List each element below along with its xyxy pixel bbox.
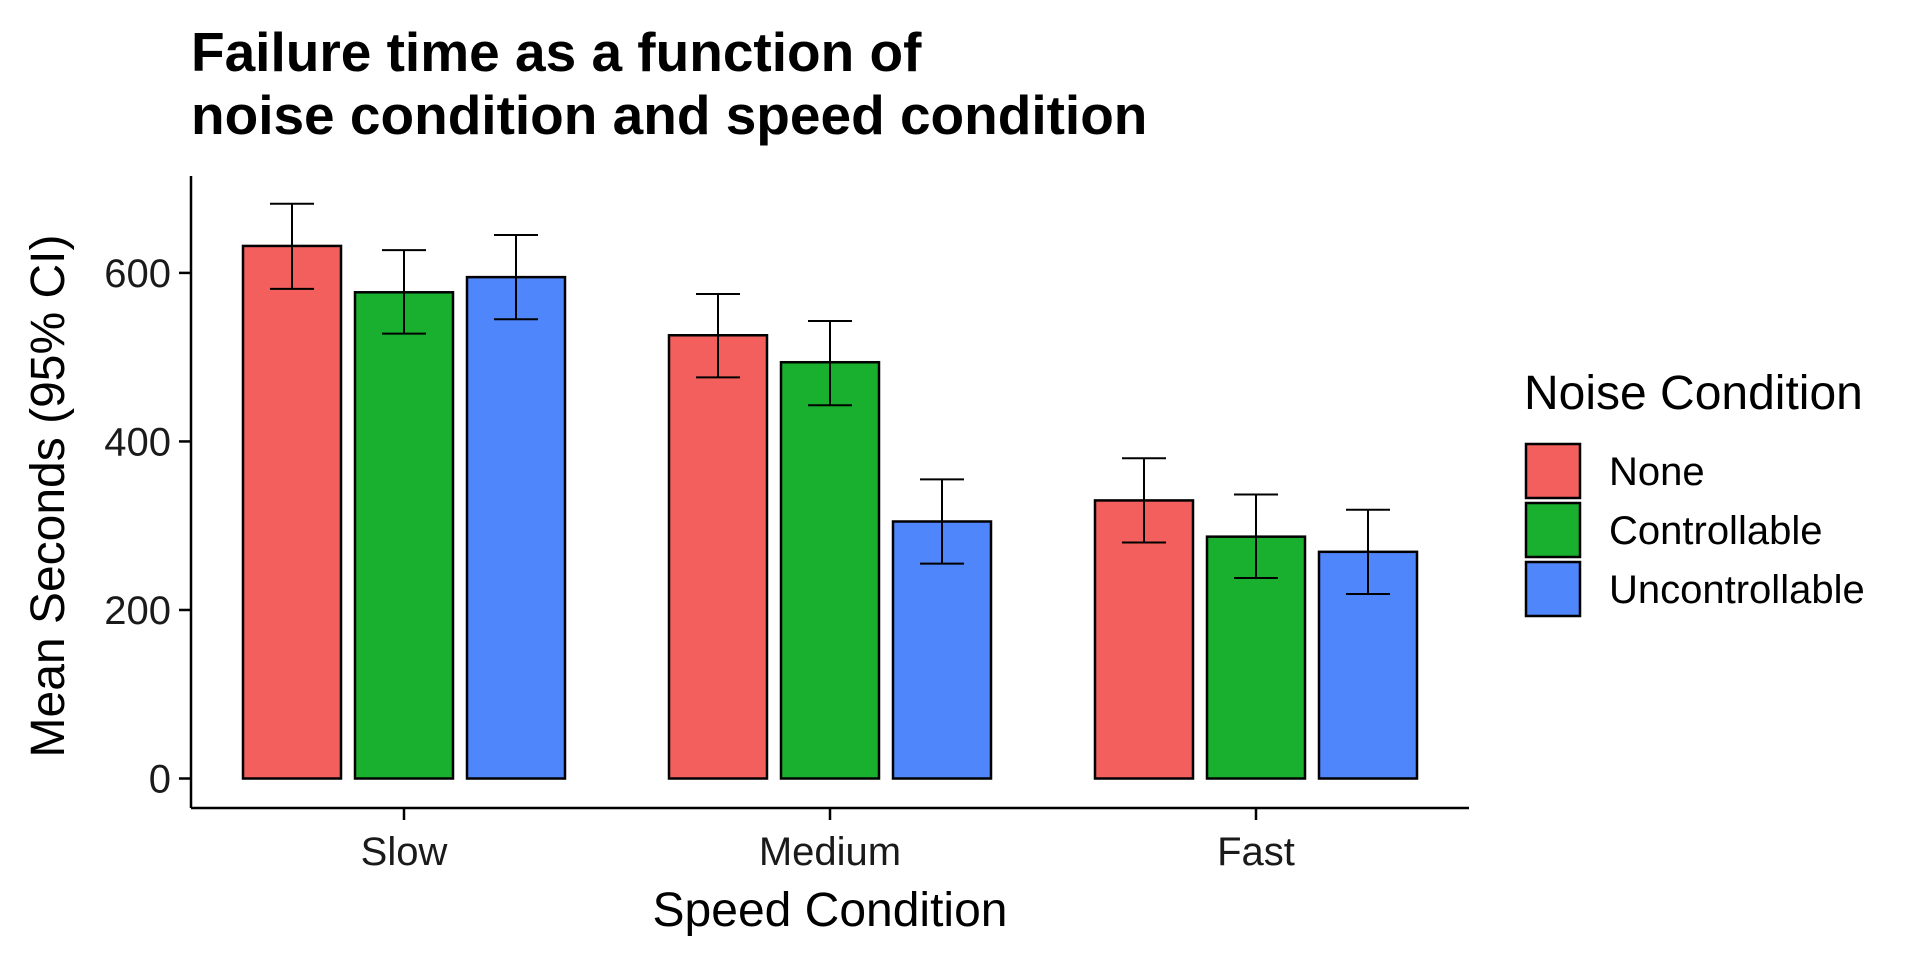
legend-key-uncontrollable xyxy=(1524,560,1582,618)
error-bar-fast-uncontrollable xyxy=(1346,508,1390,595)
chart-title-line-1: Failure time as a function of xyxy=(191,21,922,83)
error-bar-slow-controllable xyxy=(382,249,426,335)
bar-slow-controllable xyxy=(353,291,455,780)
legend-title: Noise Condition xyxy=(1524,367,1863,420)
chart-title-line-2: noise condition and speed condition xyxy=(191,84,1147,146)
y-axis-ticks: 0 200 400 600 xyxy=(104,252,191,802)
error-bar-fast-controllable xyxy=(1234,493,1278,579)
x-tick-label-medium: Medium xyxy=(759,830,901,874)
x-tick-label-fast: Fast xyxy=(1217,830,1295,874)
error-bar-medium-uncontrollable xyxy=(920,478,964,565)
error-bar-slow-uncontrollable xyxy=(494,233,538,321)
plot-area xyxy=(241,202,1419,780)
bar-medium-none xyxy=(667,334,769,780)
legend: Noise Condition None Controllable Uncontro… xyxy=(1524,367,1865,618)
x-axis-ticks: Slow Medium Fast xyxy=(361,808,1295,874)
y-tick-label: 0 xyxy=(149,758,171,802)
legend-key-controllable xyxy=(1524,501,1582,559)
bar-fast-none xyxy=(1093,499,1195,780)
y-tick-label: 400 xyxy=(104,420,171,464)
legend-label-controllable: Controllable xyxy=(1609,509,1822,553)
bar-slow-none xyxy=(241,244,343,780)
y-tick-label: 200 xyxy=(104,589,171,633)
error-bar-medium-none xyxy=(696,292,740,379)
legend-label-uncontrollable: Uncontrollable xyxy=(1609,568,1865,612)
x-tick-label-slow: Slow xyxy=(361,830,448,874)
bar-slow-uncontrollable xyxy=(465,275,567,780)
y-tick-label: 600 xyxy=(104,252,171,296)
error-bar-fast-none xyxy=(1122,457,1166,544)
bar-medium-controllable xyxy=(779,360,881,780)
x-axis-title: Speed Condition xyxy=(653,884,1008,937)
y-axis-title: Mean Seconds (95% CI) xyxy=(22,235,75,758)
legend-key-none xyxy=(1524,442,1582,500)
error-bar-slow-none xyxy=(270,202,314,290)
error-bar-medium-controllable xyxy=(808,319,852,407)
legend-label-none: None xyxy=(1609,450,1705,494)
